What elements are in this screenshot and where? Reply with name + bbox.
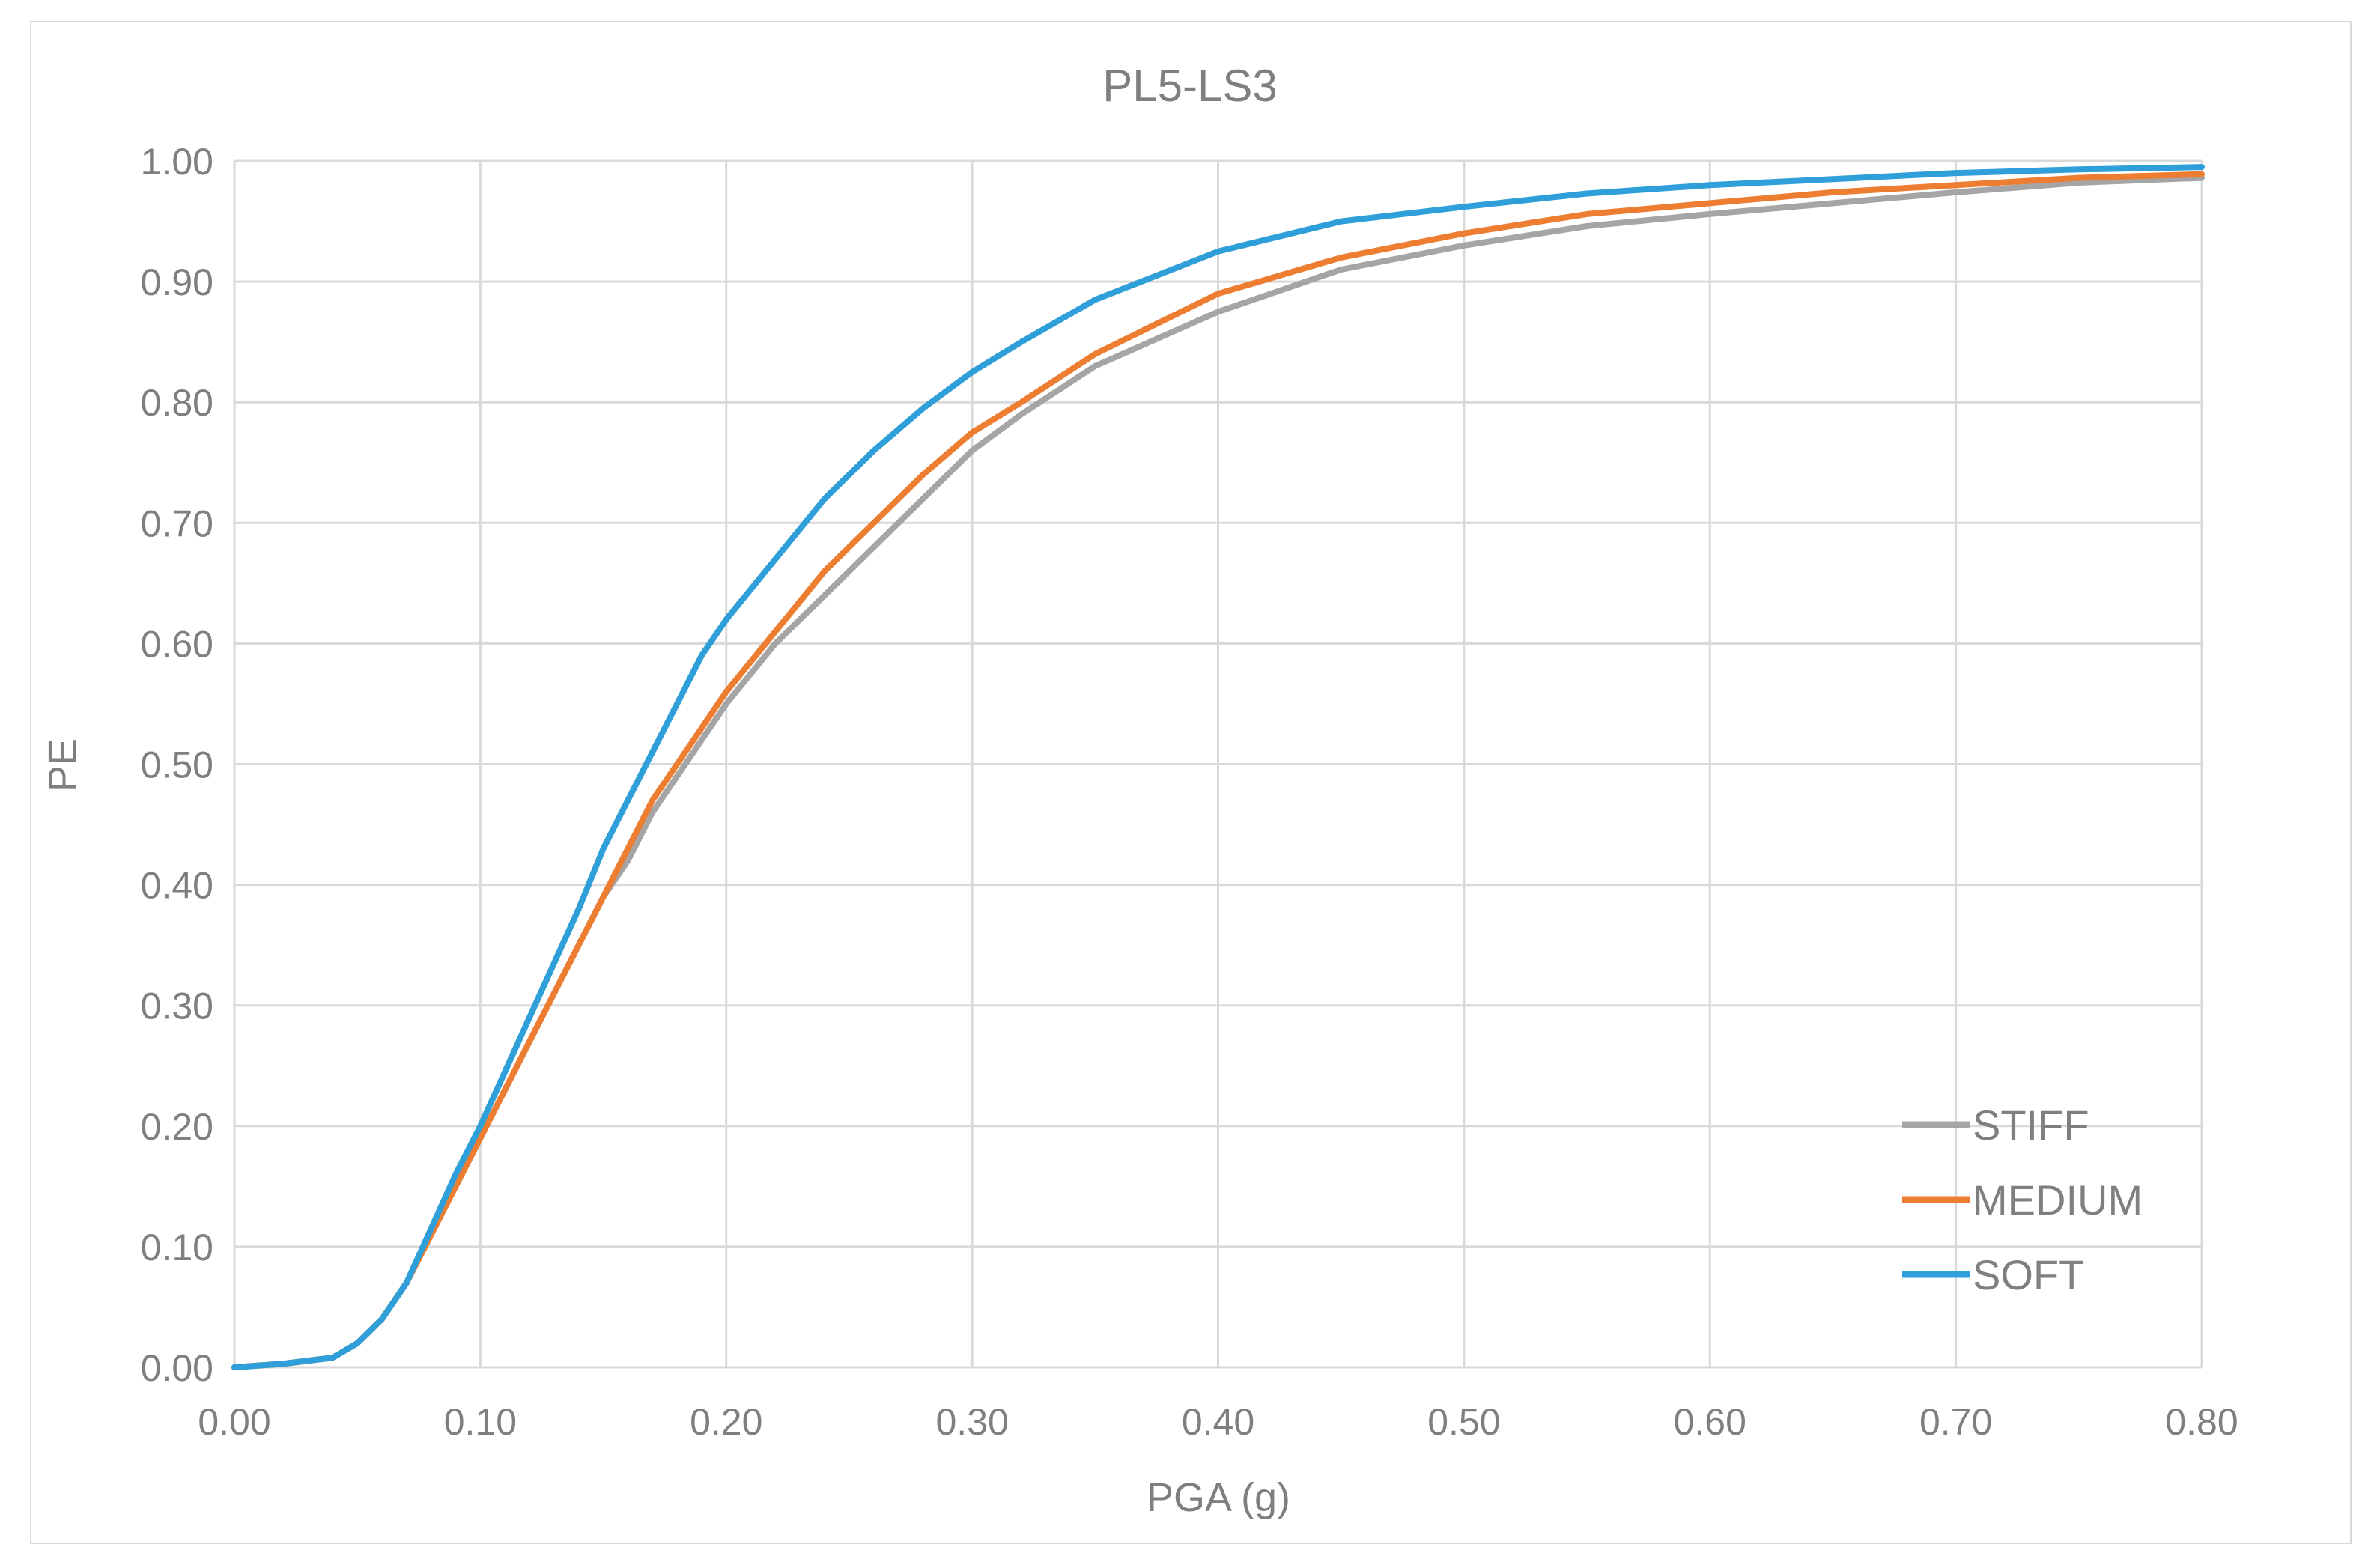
x-tick-label: 0.20 (690, 1401, 762, 1443)
y-tick-label: 0.70 (141, 502, 213, 544)
series-lines (231, 164, 2205, 1370)
y-tick-label: 0.40 (141, 865, 213, 907)
y-tick-label: 0.10 (141, 1227, 213, 1268)
chart-title: PL5-LS3 (1102, 61, 1278, 111)
x-tick-label: 0.40 (1182, 1401, 1254, 1443)
x-tick-label: 0.80 (2165, 1401, 2238, 1443)
legend: STIFF MEDIUM SOFT (1902, 1101, 2143, 1298)
legend-label-soft: SOFT (1973, 1251, 2084, 1298)
gridlines (233, 159, 2203, 1369)
series-line-soft (231, 164, 2205, 1370)
x-tick-label: 0.50 (1427, 1401, 1500, 1443)
x-axis-title: PGA (g) (1147, 1475, 1290, 1520)
y-tick-label: 0.20 (141, 1106, 213, 1148)
x-tick-label: 0.60 (1674, 1401, 1746, 1443)
x-tick-label: 0.00 (198, 1401, 270, 1443)
y-tick-label: 1.00 (141, 141, 213, 183)
chart-frame (30, 21, 2352, 1544)
legend-label-medium: MEDIUM (1973, 1176, 2143, 1224)
y-tick-label: 0.90 (141, 261, 213, 303)
x-axis-ticks: 0.00 0.10 0.20 0.30 0.40 0.50 0.60 0.70 0.80 (198, 1401, 2238, 1443)
x-tick-label: 0.10 (444, 1401, 517, 1443)
x-tick-label: 0.30 (935, 1401, 1008, 1443)
y-tick-label: 0.30 (141, 985, 213, 1027)
y-axis-ticks: 0.00 0.10 0.20 0.30 0.40 0.50 0.60 0.70 0.80 0.90… (141, 141, 213, 1389)
y-tick-label: 0.80 (141, 382, 213, 424)
y-tick-label: 0.00 (141, 1347, 213, 1389)
x-tick-label: 0.70 (1919, 1401, 1992, 1443)
y-axis-title: PE (40, 738, 85, 792)
y-tick-label: 0.60 (141, 623, 213, 665)
legend-label-stiff: STIFF (1973, 1101, 2089, 1149)
y-tick-label: 0.50 (141, 744, 213, 786)
